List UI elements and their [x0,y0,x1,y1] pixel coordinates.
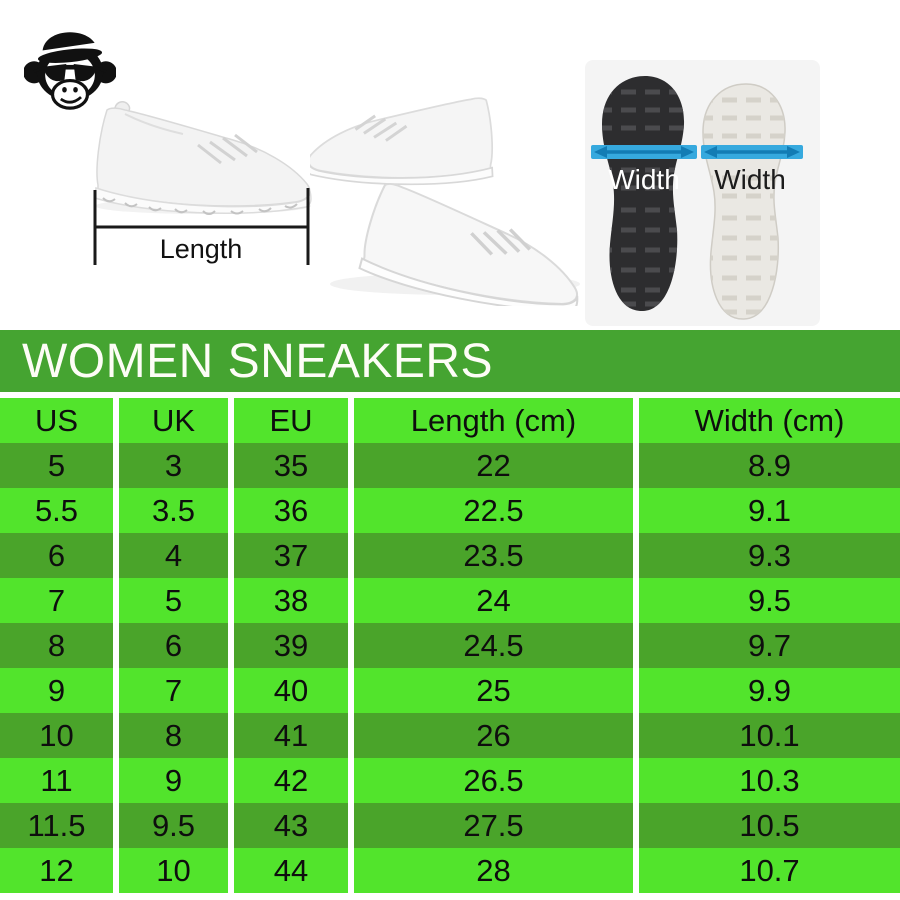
soles-photo: Width Width [585,60,820,326]
table-cell: 11 [0,758,113,803]
table-cell: 40 [234,668,348,713]
table-cell: 9.3 [639,533,900,578]
table-cell: 9 [119,758,228,803]
table-cell: 9.9 [639,668,900,713]
side-sneaker-photo: Length [93,101,312,265]
table-cell: 25 [354,668,633,713]
table-cell: 3 [119,443,228,488]
header-cell: UK [119,398,228,443]
size-table: US UK EU Length (cm) Width (cm) 5 3 35 22 8.9 5.5 3… [0,398,900,893]
table-cell: 28 [354,848,633,893]
table-cell: 10.7 [639,848,900,893]
table-cell: 26.5 [354,758,633,803]
table-cell: 8 [0,623,113,668]
table-cell: 41 [234,713,348,758]
table-cell: 5 [119,578,228,623]
sneaker-pair-photo [310,97,580,306]
table-cell: 39 [234,623,348,668]
table-cell: 36 [234,488,348,533]
table-cell: 10.3 [639,758,900,803]
table-cell: 6 [0,533,113,578]
product-photo-area: Length [0,0,900,330]
table-cell: 9.5 [119,803,228,848]
length-label: Length [160,234,243,264]
monkey-logo-icon [24,32,116,110]
table-cell: 23.5 [354,533,633,578]
table-cell: 37 [234,533,348,578]
chart-title-text: WOMEN SNEAKERS [22,334,494,388]
table-cell: 10.1 [639,713,900,758]
table-cell: 9.5 [639,578,900,623]
width-arrow-right [701,145,803,159]
header-cell: US [0,398,113,443]
table-cell: 24 [354,578,633,623]
table-cell: 6 [119,623,228,668]
table-cell: 43 [234,803,348,848]
header-cell: Length (cm) [354,398,633,443]
table-cell: 22.5 [354,488,633,533]
table-cell: 11.5 [0,803,113,848]
table-cell: 5.5 [0,488,113,533]
table-cell: 38 [234,578,348,623]
header-cell: EU [234,398,348,443]
table-cell: 9.1 [639,488,900,533]
table-cell: 5 [0,443,113,488]
width-arrow-left [591,145,697,159]
header-cell: Width (cm) [639,398,900,443]
table-cell: 8.9 [639,443,900,488]
table-cell: 3.5 [119,488,228,533]
table-cell: 9.7 [639,623,900,668]
table-cell: 42 [234,758,348,803]
table-cell: 10 [0,713,113,758]
table-cell: 22 [354,443,633,488]
width-label-right: Width [714,164,786,195]
table-cell: 44 [234,848,348,893]
table-cell: 4 [119,533,228,578]
table-cell: 7 [119,668,228,713]
chart-title: WOMEN SNEAKERS [0,330,900,392]
width-label-left: Width [608,164,680,195]
table-cell: 26 [354,713,633,758]
table-cell: 35 [234,443,348,488]
table-cell: 12 [0,848,113,893]
table-cell: 10.5 [639,803,900,848]
table-cell: 10 [119,848,228,893]
length-measure-bracket: Length [93,188,310,265]
table-cell: 8 [119,713,228,758]
table-cell: 27.5 [354,803,633,848]
table-cell: 24.5 [354,623,633,668]
table-cell: 7 [0,578,113,623]
table-cell: 9 [0,668,113,713]
